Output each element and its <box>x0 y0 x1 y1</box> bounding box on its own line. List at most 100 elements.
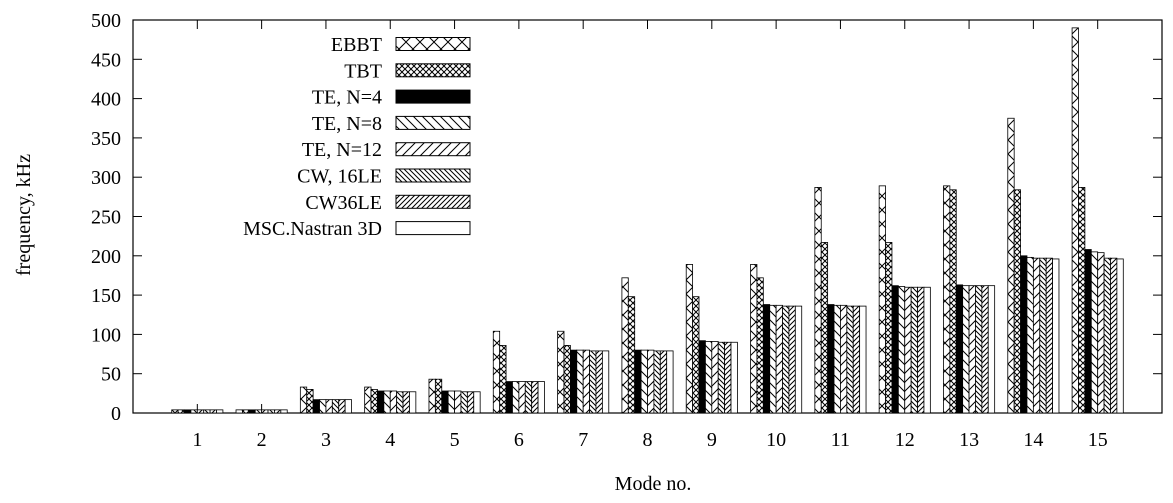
bar <box>647 349 655 414</box>
bar <box>782 305 790 414</box>
bar <box>975 285 983 414</box>
y-tick-label: 450 <box>91 49 121 71</box>
bar <box>344 399 352 414</box>
bar <box>267 409 275 414</box>
bar <box>216 409 224 414</box>
bar <box>1090 251 1099 414</box>
bar <box>756 277 764 414</box>
bar <box>962 285 970 414</box>
x-tick-label: 11 <box>831 429 850 451</box>
x-tick-label: 9 <box>707 429 717 451</box>
bar <box>248 409 256 414</box>
y-tick-label: 500 <box>91 10 121 32</box>
bar <box>454 390 462 414</box>
bar <box>512 381 520 414</box>
bar <box>184 409 192 414</box>
bar <box>428 378 436 414</box>
bar <box>1032 257 1041 414</box>
bar <box>383 390 391 414</box>
x-tick-label: 6 <box>514 429 524 451</box>
y-tick-label: 0 <box>111 403 121 425</box>
bar <box>601 350 610 414</box>
bar <box>254 409 263 414</box>
bar <box>402 391 410 414</box>
legend-swatch <box>395 168 471 183</box>
legend-label: TE, N=4 <box>312 87 382 109</box>
bar <box>466 391 475 414</box>
bar <box>640 349 648 414</box>
y-tick-label: 100 <box>91 324 121 346</box>
bar <box>775 304 783 414</box>
legend-swatch <box>395 142 471 157</box>
bar <box>859 305 867 414</box>
x-tick-label: 15 <box>1088 429 1108 451</box>
bar <box>331 399 340 414</box>
bar <box>717 341 726 414</box>
bar <box>762 304 771 414</box>
bar <box>885 242 893 414</box>
bar <box>1071 27 1079 414</box>
bar <box>582 349 590 414</box>
bar <box>692 296 700 414</box>
bar <box>319 399 327 414</box>
legend-swatch <box>395 221 471 236</box>
bar <box>820 242 829 414</box>
x-axis-title: Mode no. <box>615 473 692 495</box>
bar <box>492 330 501 414</box>
bar <box>943 185 951 414</box>
bar <box>968 285 976 414</box>
bar <box>306 389 314 414</box>
bar <box>557 330 565 414</box>
bar <box>917 286 925 414</box>
bar <box>364 386 372 414</box>
bar <box>280 409 288 414</box>
x-tick-label: 3 <box>321 429 331 451</box>
bar <box>904 286 912 414</box>
bar <box>666 350 674 414</box>
bar <box>518 381 526 414</box>
bar <box>595 350 603 414</box>
bar <box>634 349 642 414</box>
bar <box>1013 189 1021 414</box>
bar <box>852 305 861 414</box>
bar <box>389 390 398 414</box>
bar <box>769 304 777 414</box>
bar <box>531 381 539 414</box>
bar <box>981 285 989 414</box>
y-tick-label: 400 <box>91 89 121 111</box>
bar <box>325 399 333 414</box>
bar <box>923 286 931 414</box>
bar <box>910 286 918 414</box>
legend-label: TE, N=12 <box>302 139 382 161</box>
bar <box>685 264 694 414</box>
bar <box>1103 257 1111 414</box>
legend-swatch <box>395 194 471 209</box>
bar <box>499 345 507 414</box>
bar <box>409 391 417 414</box>
bar <box>177 409 185 414</box>
bar <box>833 304 841 414</box>
bar <box>794 305 803 414</box>
bar <box>840 304 848 414</box>
y-tick-label: 350 <box>91 128 121 150</box>
bar <box>299 386 308 414</box>
bar <box>377 390 385 414</box>
bar <box>338 399 346 414</box>
bar <box>724 341 732 414</box>
bar <box>1097 252 1105 414</box>
bar <box>711 341 719 414</box>
bar <box>473 391 481 414</box>
bar <box>949 189 957 414</box>
legend-swatch <box>395 115 471 130</box>
bar <box>434 378 443 414</box>
y-tick-label: 250 <box>91 207 121 229</box>
bar <box>1084 249 1092 414</box>
legend-label: CW, 16LE <box>297 166 382 188</box>
x-tick-label: 7 <box>578 429 588 451</box>
bar <box>1116 258 1124 414</box>
bar <box>1026 256 1034 414</box>
x-tick-label: 4 <box>385 429 395 451</box>
bar <box>242 409 250 414</box>
